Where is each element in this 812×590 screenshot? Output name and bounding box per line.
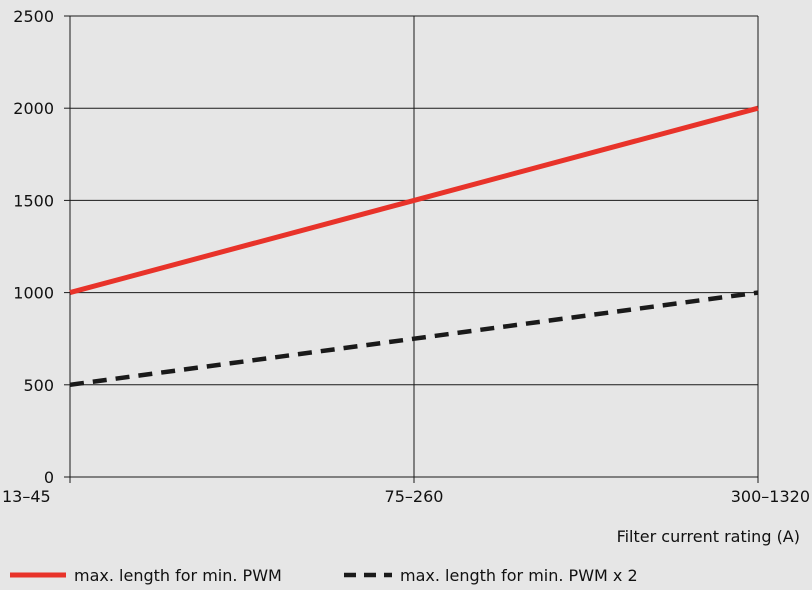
x-axis-title: Filter current rating (A) (617, 527, 800, 546)
y-tick-label: 1000 (13, 284, 54, 303)
plot-area (69, 105, 759, 388)
y-tick-label: 0 (44, 468, 54, 487)
series-line-2 (69, 290, 759, 388)
y-tick-label: 1500 (13, 191, 54, 210)
y-tick-label: 2000 (13, 99, 54, 118)
series-line-1 (69, 105, 759, 296)
legend: max. length for min. PWM max. length for … (10, 566, 638, 585)
y-tick-label: 500 (23, 376, 54, 395)
y-tick-label: 2500 (13, 7, 54, 26)
tick-labels: 0 500 1000 1500 2000 2500 13–45 75–260 300–1320 (2, 7, 810, 506)
x-tick-label: 75–260 (385, 487, 444, 506)
x-tick-label: 300–1320 (731, 487, 810, 506)
legend-label-2: max. length for min. PWM x 2 (400, 566, 638, 585)
x-tick-label: 13–45 (2, 487, 51, 506)
axes (64, 15, 759, 483)
grid (70, 15, 759, 477)
legend-label-1: max. length for min. PWM (74, 566, 282, 585)
